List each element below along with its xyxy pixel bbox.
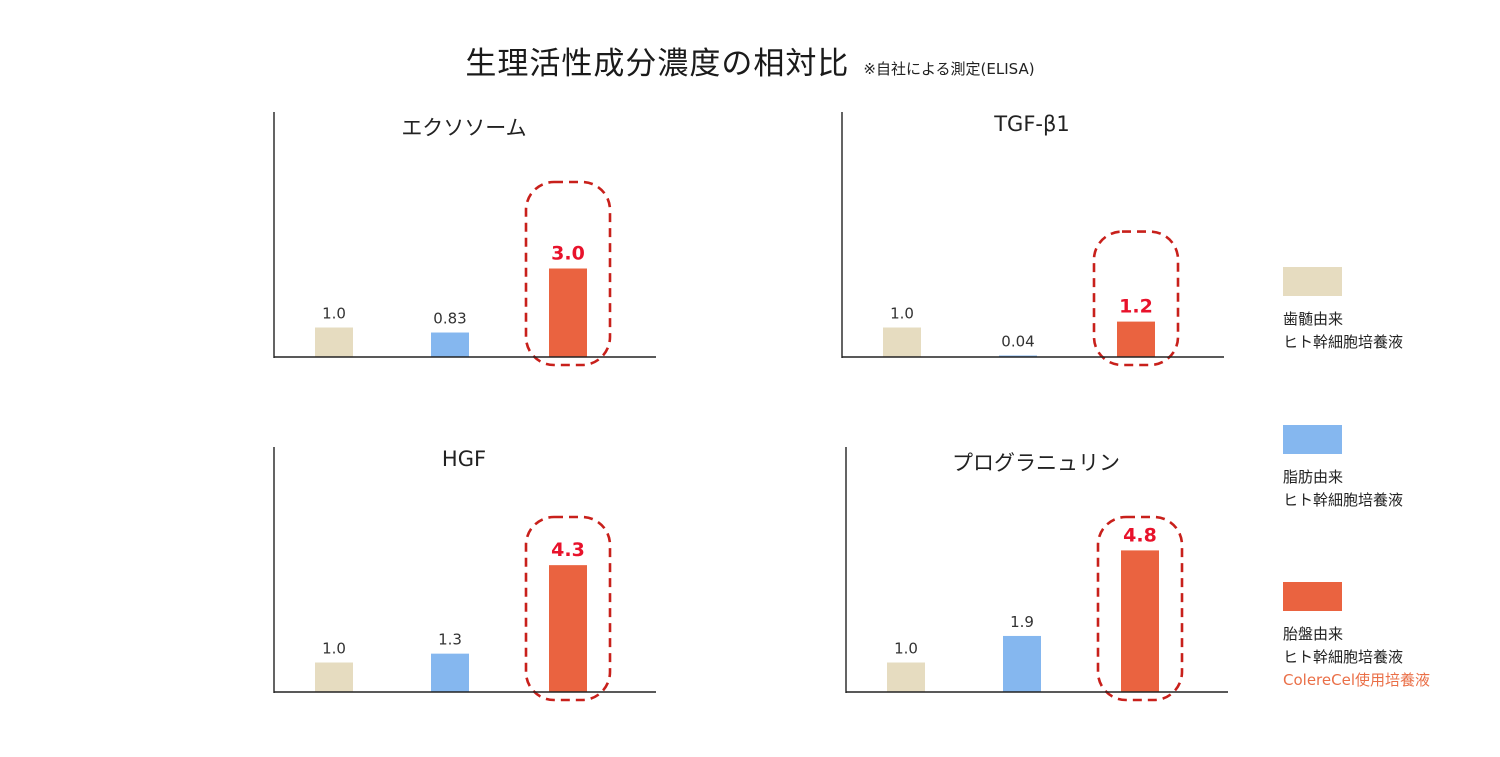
measurement-note: ※自社による測定(ELISA) bbox=[863, 60, 1035, 78]
legend-label-line2: ヒト幹細胞培養液 bbox=[1283, 333, 1404, 351]
data-label-dental-pulp: 1.0 bbox=[322, 305, 346, 323]
legend-label-line1: 脂肪由来 bbox=[1283, 468, 1344, 486]
panel-title: TGF-β1 bbox=[994, 112, 1070, 136]
panel-title: HGF bbox=[441, 447, 487, 471]
chart-panel-exosome: エクソソーム 1.0 0.83 3.0 bbox=[272, 112, 656, 370]
page-title: 生理活性成分濃度の相対比 ※自社による測定(ELISA) bbox=[0, 38, 1500, 83]
data-label-dental-pulp: 1.0 bbox=[322, 640, 346, 658]
bar-placenta bbox=[549, 268, 587, 357]
highlight-dashed-outline bbox=[1096, 515, 1184, 702]
bar-placenta bbox=[1117, 321, 1155, 357]
data-label-placenta: 1.2 bbox=[1119, 296, 1153, 318]
data-label-placenta: 4.8 bbox=[1123, 524, 1157, 546]
legend-swatch-dental-pulp bbox=[1283, 267, 1342, 296]
legend-item-placenta: 胎盤由来 ヒト幹細胞培養液 ColereCel使用培養液 bbox=[1283, 582, 1430, 692]
legend-label-line1: 胎盤由来 bbox=[1283, 625, 1344, 643]
bar-chart-progranulin: 1.0 1.9 4.8 bbox=[845, 447, 1228, 702]
bar-chart-hgf: 1.0 1.3 4.3 bbox=[273, 447, 656, 702]
bar-dental-pulp bbox=[887, 662, 925, 692]
bar-dental-pulp bbox=[315, 662, 353, 692]
bar-chart-tgf-beta1: 1.0 0.04 1.2 bbox=[841, 112, 1224, 367]
legend-item-adipose: 脂肪由来 ヒト幹細胞培養液 bbox=[1283, 425, 1403, 512]
legend-label-line2: ヒト幹細胞培養液 bbox=[1283, 648, 1404, 666]
bar-placenta bbox=[1121, 550, 1159, 692]
bar-adipose bbox=[431, 653, 469, 692]
data-label-adipose: 1.9 bbox=[1010, 613, 1034, 631]
bar-adipose bbox=[999, 355, 1037, 357]
data-label-placenta: 3.0 bbox=[551, 243, 585, 265]
legend-swatch-placenta bbox=[1283, 582, 1342, 611]
legend-note-colerecel: ColereCel使用培養液 bbox=[1283, 671, 1430, 689]
panel-title: プログラニュリン bbox=[952, 451, 1120, 475]
legend-item-dental-pulp: 歯髄由来 ヒト幹細胞培養液 bbox=[1283, 267, 1403, 354]
legend-label-line1: 歯髄由来 bbox=[1283, 310, 1344, 328]
data-label-adipose: 0.04 bbox=[1001, 333, 1034, 351]
legend-swatch-adipose bbox=[1283, 425, 1342, 454]
bar-adipose bbox=[431, 332, 469, 357]
data-label-adipose: 1.3 bbox=[438, 631, 462, 649]
bar-placenta bbox=[549, 565, 587, 692]
bar-dental-pulp bbox=[315, 327, 353, 357]
data-label-dental-pulp: 1.0 bbox=[890, 305, 914, 323]
highlight-dashed-outline bbox=[1092, 230, 1180, 367]
panel-title: エクソソーム bbox=[401, 116, 527, 140]
chart-panel-progranulin: プログラニュリン 1.0 1.9 4.8 bbox=[844, 447, 1228, 705]
data-label-adipose: 0.83 bbox=[433, 310, 466, 328]
bar-dental-pulp bbox=[883, 327, 921, 357]
bar-adipose bbox=[1003, 635, 1041, 692]
chart-panel-hgf: HGF 1.0 1.3 4.3 bbox=[272, 447, 656, 705]
data-label-dental-pulp: 1.0 bbox=[894, 640, 918, 658]
data-label-placenta: 4.3 bbox=[551, 539, 585, 561]
highlight-dashed-outline bbox=[524, 180, 612, 367]
legend-label-line2: ヒト幹細胞培養液 bbox=[1283, 491, 1404, 509]
highlight-dashed-outline bbox=[524, 515, 612, 702]
chart-main-title: 生理活性成分濃度の相対比 bbox=[465, 46, 850, 82]
bar-chart-exosome: 1.0 0.83 3.0 bbox=[273, 112, 656, 367]
chart-panel-tgf-beta1: TGF-β1 1.0 0.04 1.2 bbox=[840, 112, 1224, 370]
